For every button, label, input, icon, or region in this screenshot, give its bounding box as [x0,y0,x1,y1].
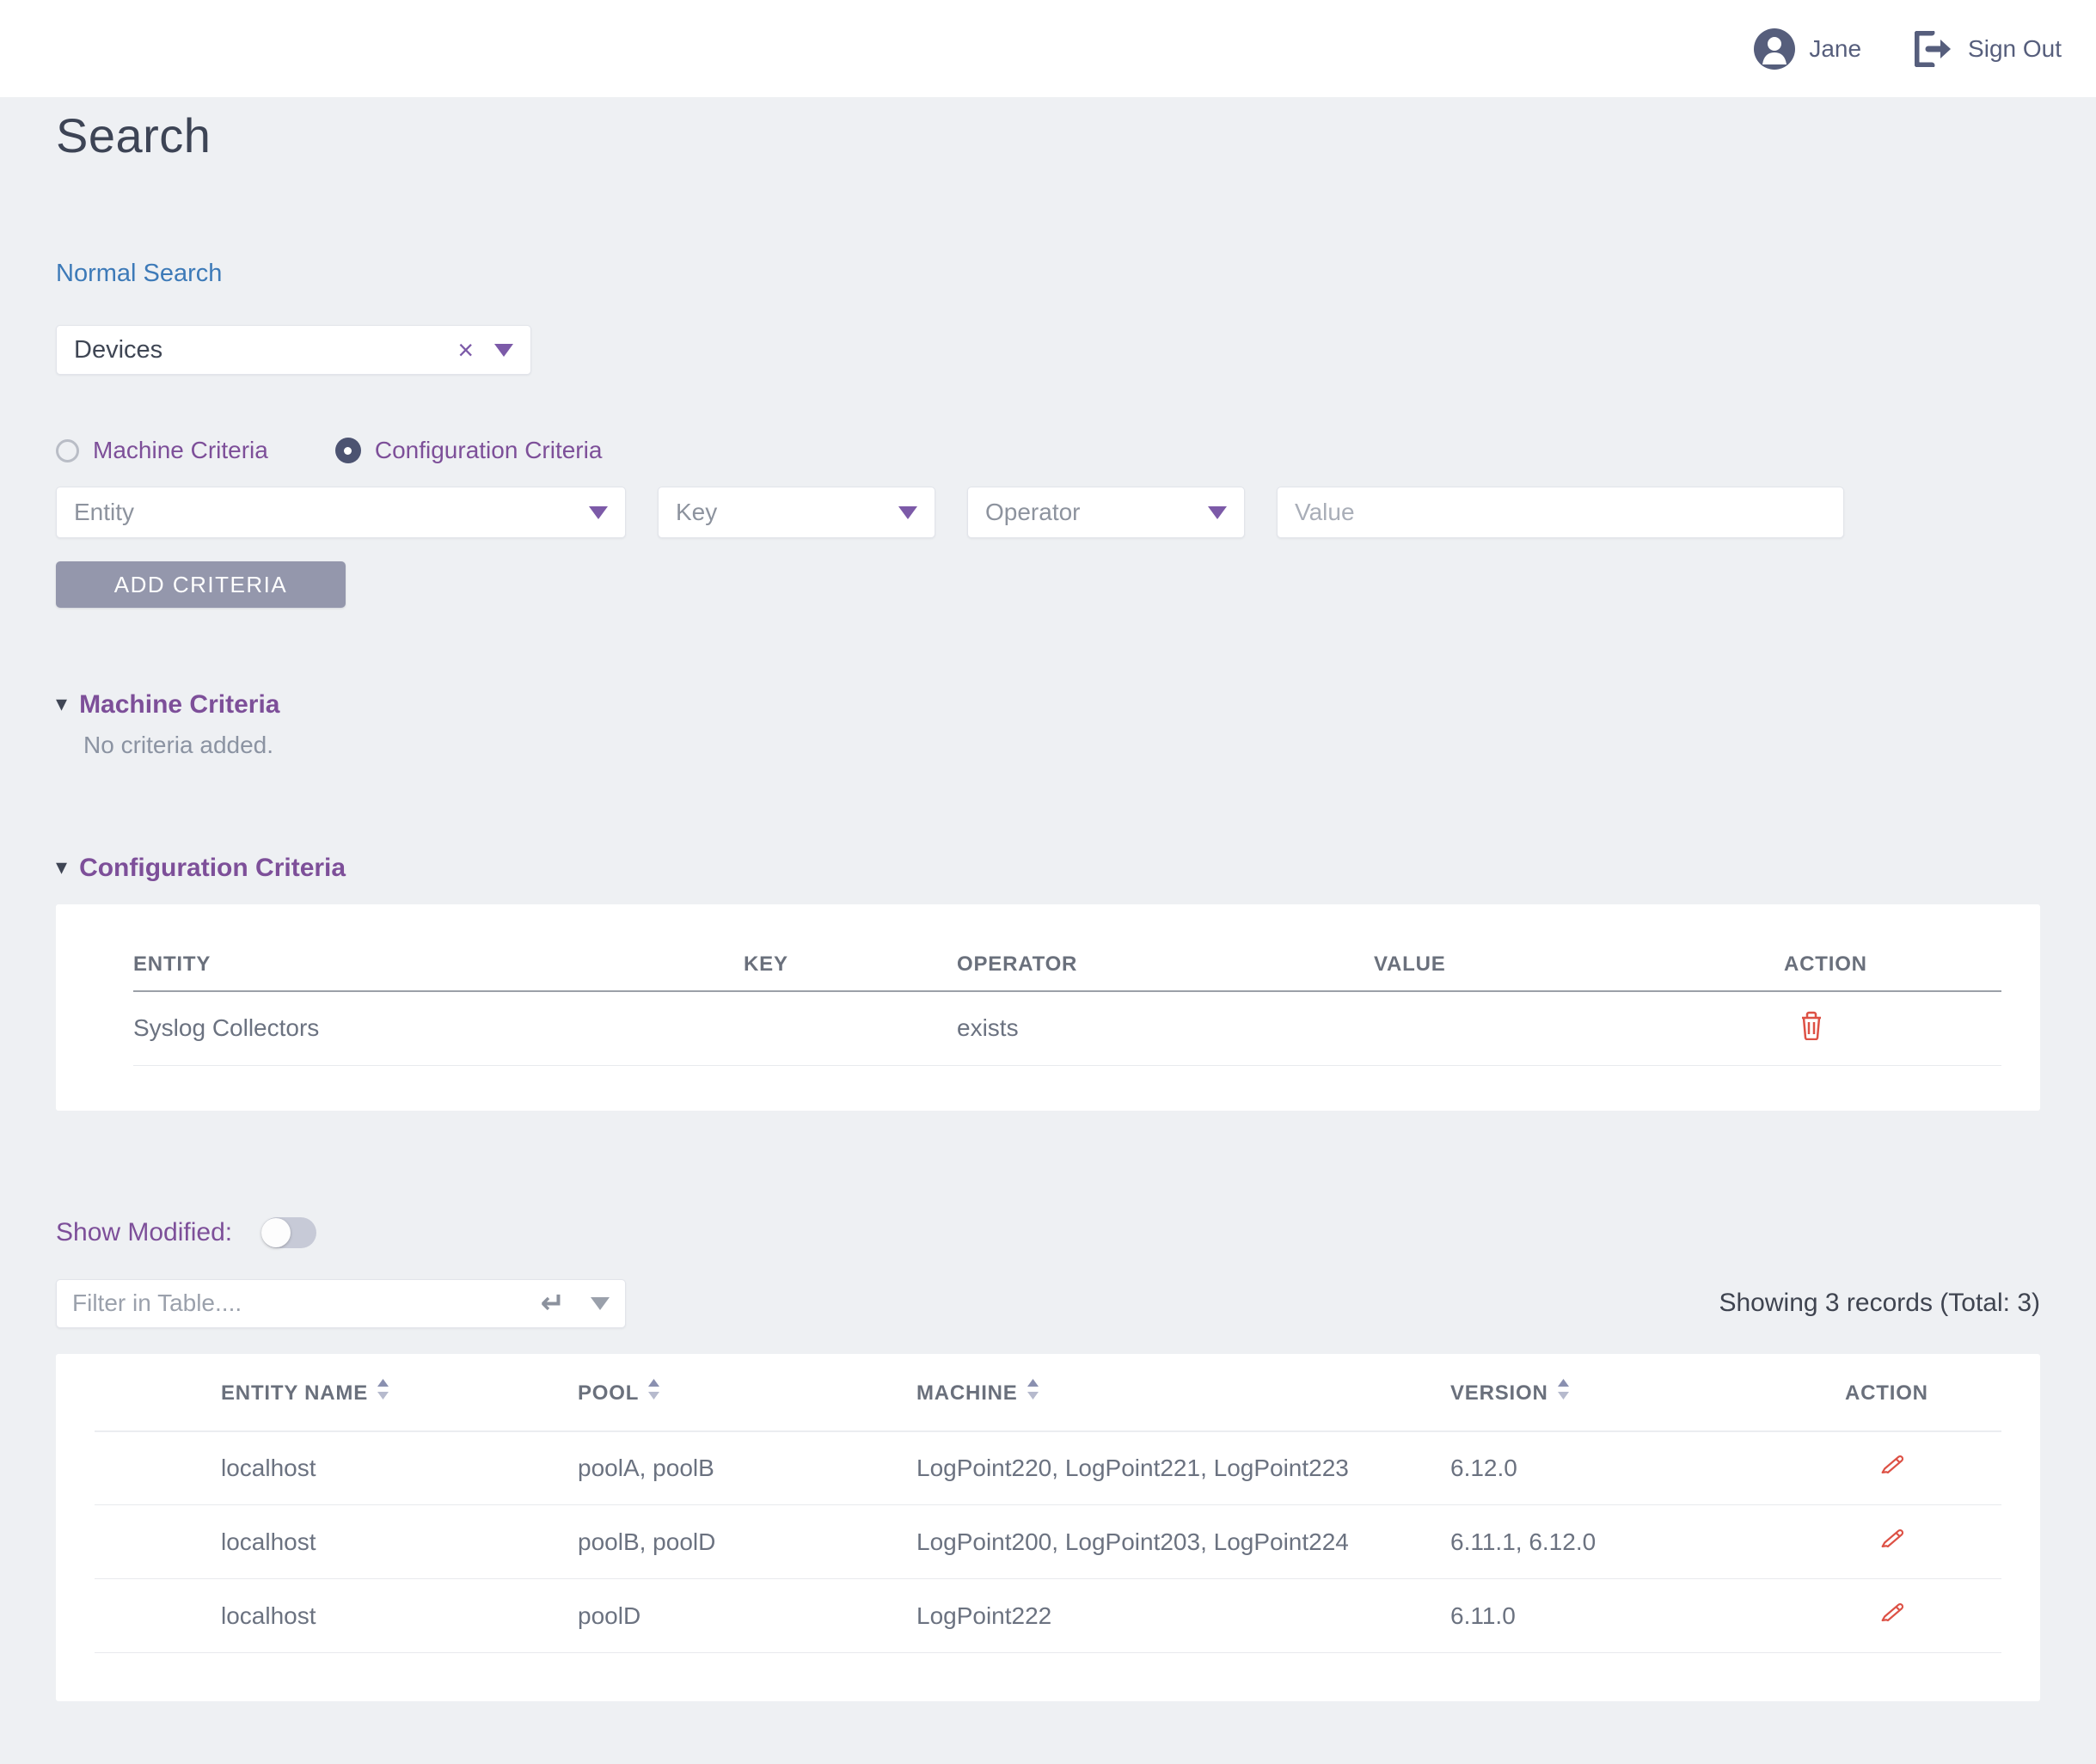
cell-version: 6.11.0 [1450,1578,1845,1653]
records-summary: Showing 3 records (Total: 3) [1719,1289,2040,1317]
radio-machine-criteria[interactable]: Machine Criteria [56,437,268,464]
configuration-criteria-section-header[interactable]: ▾ Configuration Criteria [56,854,2040,883]
add-criteria-button[interactable]: ADD CRITERIA [56,561,346,608]
value-field-wrap [1277,487,1844,538]
chevron-down-icon[interactable] [591,1296,610,1310]
configuration-criteria-table: ENTITY KEY OPERATOR VALUE ACTION Syslog … [133,934,2001,1066]
search-target-value: Devices [74,335,163,364]
chevron-down-icon [1208,505,1227,519]
machine-criteria-title: Machine Criteria [79,690,280,719]
clear-icon[interactable]: × [457,334,474,365]
user-name: Jane [1809,34,1862,62]
col-version[interactable]: VERSION [1450,1354,1845,1431]
col-value: VALUE [1374,934,1784,992]
col-entity: ENTITY [133,934,744,992]
col-operator: OPERATOR [957,934,1374,992]
table-row: localhost poolD LogPoint222 6.11.0 [95,1578,2001,1653]
sort-icon[interactable] [1557,1378,1570,1406]
page-content: Search Normal Search Devices × Machine C… [0,107,2096,1701]
sort-icon[interactable] [647,1378,660,1406]
entity-select-placeholder: Entity [74,499,135,525]
criteria-key [744,991,957,1066]
chevron-down-icon[interactable] [494,343,513,357]
key-select[interactable]: Key [658,487,935,538]
col-pool[interactable]: POOL [578,1354,916,1431]
col-machine[interactable]: MACHINE [916,1354,1450,1431]
machine-criteria-section-header[interactable]: ▾ Machine Criteria [56,690,2040,720]
trash-icon [1802,1011,1821,1040]
cell-entity-name: localhost [95,1504,578,1579]
user-avatar-icon [1754,28,1796,70]
top-bar: Jane Sign Out [0,0,2096,97]
sign-out-button[interactable]: Sign Out [1915,30,2062,67]
operator-select[interactable]: Operator [967,487,1245,538]
results-header-row: ENTITY NAME POOL MACHINE VERSION ACTION [95,1354,2001,1431]
radio-configuration-criteria-label: Configuration Criteria [374,437,603,463]
pencil-icon [1881,1529,1904,1548]
table-header-row: ENTITY KEY OPERATOR VALUE ACTION [133,934,2001,992]
table-row: localhost poolB, poolD LogPoint200, LogP… [95,1504,2001,1579]
results-table: ENTITY NAME POOL MACHINE VERSION ACTION … [95,1354,2001,1653]
search-target-select[interactable]: Devices × [56,325,531,375]
col-entity-name[interactable]: ENTITY NAME [95,1354,578,1431]
criteria-builder: Entity Key Operator [56,487,2040,538]
table-row: localhost poolA, poolB LogPoint220, LogP… [95,1430,2001,1505]
caret-down-icon: ▾ [56,854,68,879]
show-modified-row: Show Modified: [56,1216,2040,1248]
machine-criteria-empty-text: No criteria added. [83,732,274,758]
enter-icon[interactable]: ↵ [540,1287,566,1320]
sign-out-label: Sign Out [1968,34,2062,62]
criteria-row: Syslog Collectors exists [133,991,2001,1066]
sort-icon[interactable] [1027,1378,1039,1406]
configuration-criteria-title: Configuration Criteria [79,854,346,882]
edit-row-button[interactable] [1879,1524,1905,1553]
entity-select[interactable]: Entity [56,487,626,538]
cell-pool: poolB, poolD [578,1504,916,1579]
radio-checked-icon [334,438,361,463]
col-action: ACTION [1845,1381,1928,1405]
table-filter-input[interactable] [57,1279,541,1327]
page-title: Search [56,108,211,162]
criteria-value [1374,991,1784,1066]
user-menu[interactable]: Jane [1754,28,1861,70]
sort-icon[interactable] [377,1378,389,1406]
pencil-icon [1881,1455,1904,1474]
edit-row-button[interactable] [1879,1598,1905,1627]
pencil-icon [1881,1603,1904,1622]
operator-select-placeholder: Operator [985,499,1081,525]
sign-out-icon [1915,30,1952,67]
show-modified-label: Show Modified: [56,1217,233,1246]
chevron-down-icon [589,505,608,519]
configuration-criteria-card: ENTITY KEY OPERATOR VALUE ACTION Syslog … [56,904,2040,1111]
col-action: ACTION [1784,934,2001,992]
cell-machine: LogPoint220, LogPoint221, LogPoint223 [916,1430,1450,1505]
normal-search-link[interactable]: Normal Search [56,260,223,287]
table-filter: ↵ [56,1278,626,1328]
cell-entity-name: localhost [95,1578,578,1653]
criteria-entity: Syslog Collectors [133,991,744,1066]
delete-criteria-button[interactable] [1799,1011,1823,1040]
col-key: KEY [744,934,957,992]
criteria-type-radios: Machine Criteria Configuration Criteria [56,437,2040,464]
radio-configuration-criteria[interactable]: Configuration Criteria [334,437,603,464]
toggle-knob [261,1217,291,1247]
cell-version: 6.12.0 [1450,1430,1845,1505]
edit-row-button[interactable] [1879,1450,1905,1479]
criteria-operator: exists [957,991,1374,1066]
cell-entity-name: localhost [95,1430,578,1505]
filter-row: ↵ Showing 3 records (Total: 3) [56,1278,2040,1328]
chevron-down-icon [898,505,917,519]
results-card: ENTITY NAME POOL MACHINE VERSION ACTION … [56,1353,2040,1701]
radio-machine-criteria-label: Machine Criteria [93,437,268,463]
cell-machine: LogPoint222 [916,1578,1450,1653]
key-select-placeholder: Key [676,499,718,525]
cell-pool: poolD [578,1578,916,1653]
cell-version: 6.11.1, 6.12.0 [1450,1504,1845,1579]
caret-down-icon: ▾ [56,690,68,716]
cell-pool: poolA, poolB [578,1430,916,1505]
cell-machine: LogPoint200, LogPoint203, LogPoint224 [916,1504,1450,1579]
radio-unchecked-icon [56,438,79,462]
show-modified-toggle[interactable] [261,1216,317,1248]
value-field[interactable] [1278,487,1843,537]
